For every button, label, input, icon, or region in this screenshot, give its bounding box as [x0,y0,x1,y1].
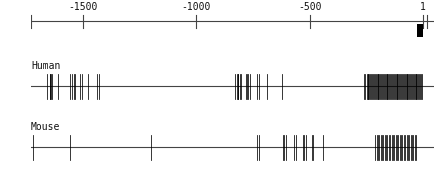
Text: -500: -500 [298,2,321,12]
Text: Mouse: Mouse [31,122,60,132]
Text: Human: Human [31,61,60,71]
Text: -1500: -1500 [68,2,98,12]
Text: -1000: -1000 [182,2,211,12]
Bar [417,23,423,37]
Text: 1: 1 [420,2,426,12]
